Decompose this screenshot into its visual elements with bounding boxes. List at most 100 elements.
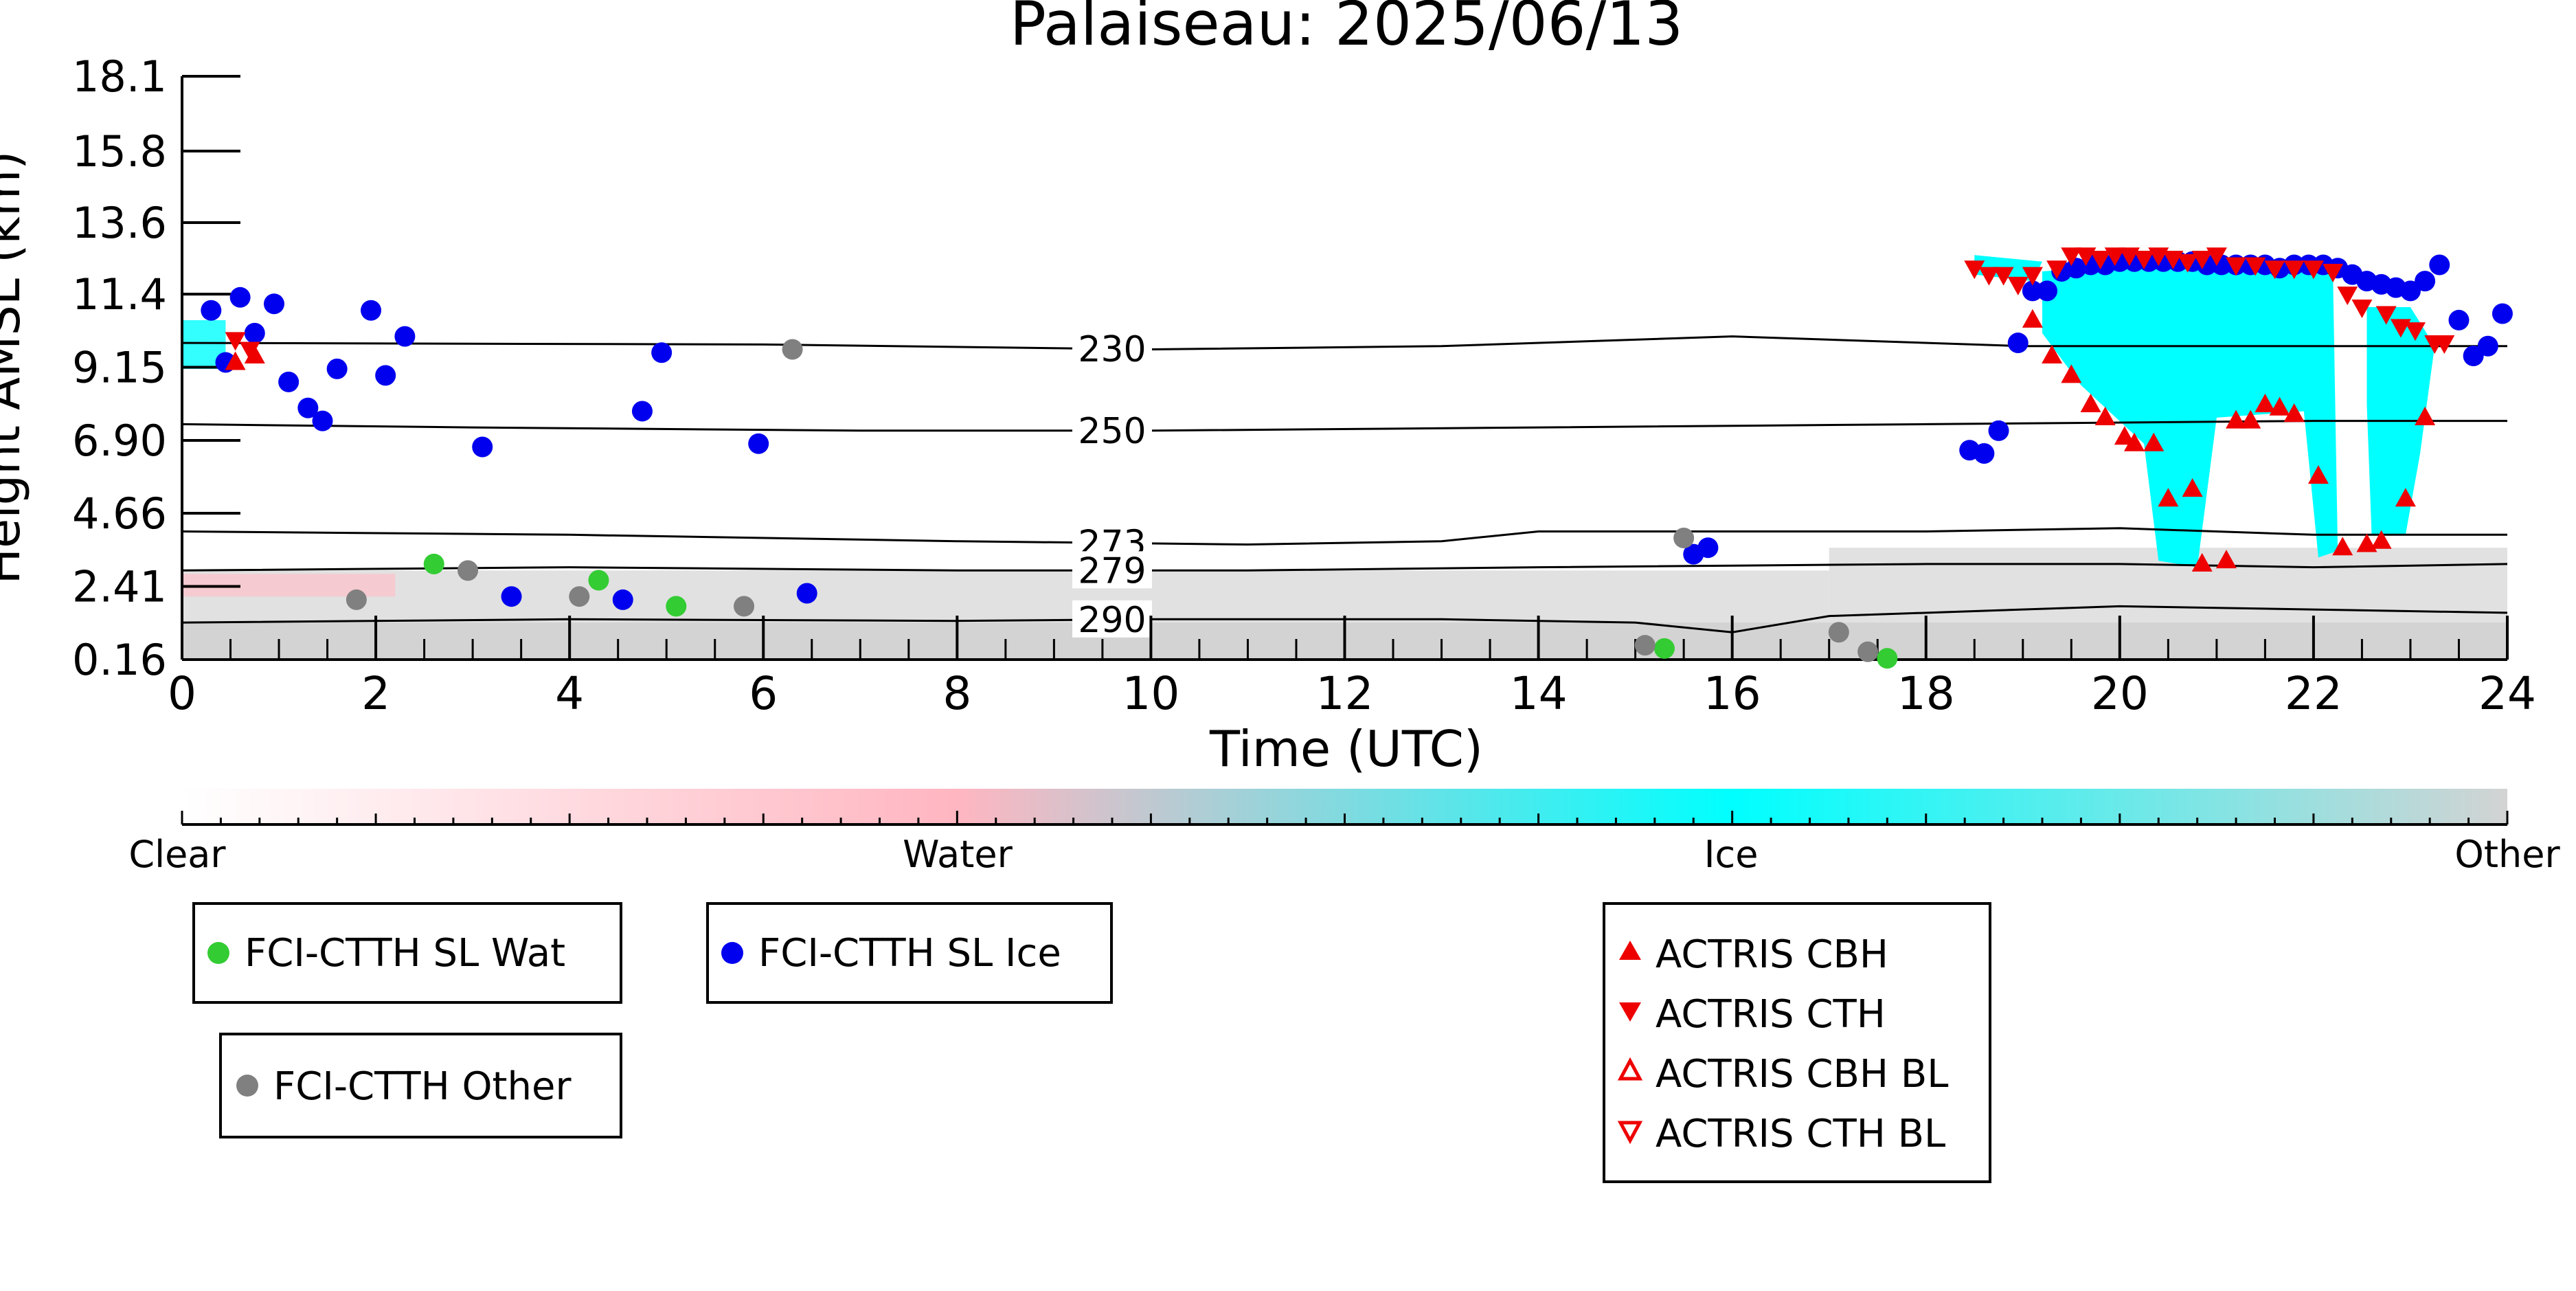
- y-axis-label: Height AMSL (km): [0, 151, 31, 585]
- marker-actris-cth: [2191, 251, 2213, 270]
- x-tick-label: 24: [2478, 667, 2536, 720]
- marker-actris-cth: [2405, 322, 2426, 341]
- marker-fci-ctth-sl-ice: [244, 322, 265, 344]
- legend-marker-other: [236, 1075, 258, 1097]
- colorbar: Clear Water Ice Other: [128, 789, 2560, 876]
- marker-actris-cbh: [2123, 432, 2145, 451]
- y-tick-label: 0.16: [72, 635, 167, 685]
- markers: [201, 247, 2513, 669]
- marker-actris-cth: [1993, 267, 2014, 286]
- legend-box-other: FCI-CTTH Other: [219, 1033, 622, 1138]
- marker-actris-cbh: [2114, 426, 2135, 445]
- marker-fci-ctth-sl-ice: [2429, 254, 2450, 276]
- marker-fci-ctth-other: [569, 586, 590, 607]
- x-tick-label: 8: [942, 667, 971, 720]
- marker-actris-cth: [2337, 287, 2358, 306]
- marker-fci-ctth-sl-ice: [2399, 280, 2421, 302]
- marker-fci-ctth-sl-ice: [375, 365, 396, 386]
- marker-actris-cth: [2245, 257, 2266, 276]
- y-tick-label: 11.4: [72, 269, 167, 319]
- marker-fci-ctth-sl-ice: [1974, 442, 1995, 464]
- x-tick-label: 10: [1122, 667, 1179, 720]
- x-tick-label: 12: [1316, 667, 1374, 720]
- contour-290: [182, 605, 2507, 633]
- legend-label-wat: FCI-CTTH SL Wat: [245, 931, 565, 976]
- y-tick-label: 4.66: [72, 489, 167, 539]
- marker-fci-ctth-sl-ice: [2492, 303, 2513, 324]
- marker-actris-cth: [2206, 247, 2227, 267]
- marker-fci-ctth-sl-ice: [312, 410, 333, 431]
- y-tick-label: 2.41: [72, 562, 167, 612]
- marker-actris-cth: [239, 341, 260, 361]
- marker-fci-ctth-sl-wat: [1877, 648, 1898, 669]
- x-tick-label: 18: [1897, 667, 1955, 720]
- marker-fci-ctth-sl-ice: [796, 583, 817, 604]
- marker-fci-ctth-other: [1828, 622, 1849, 643]
- marker-actris-cbh: [2371, 530, 2392, 549]
- x-tick-label: 0: [168, 667, 196, 720]
- other-field-mid: [182, 570, 1829, 623]
- x-tick-label: 22: [2285, 667, 2342, 720]
- marker-actris-cbh: [2332, 537, 2353, 556]
- marker-actris-cth: [2090, 251, 2111, 270]
- x-axis-label: Time (UTC): [1209, 720, 1483, 778]
- marker-actris-cbh: [2356, 533, 2377, 552]
- marker-fci-ctth-sl-ice: [394, 326, 416, 347]
- marker-actris-cth: [2264, 260, 2285, 280]
- legend-label-ice: FCI-CTTH SL Ice: [758, 931, 1061, 976]
- contour-label-279: 279: [1078, 550, 1146, 592]
- marker-fci-ctth-sl-wat: [1653, 638, 1675, 659]
- marker-fci-ctth-sl-ice: [278, 371, 300, 392]
- marker-actris-cbh: [2094, 406, 2116, 425]
- marker-fci-ctth-sl-ice: [748, 433, 769, 454]
- marker-fci-ctth-sl-ice: [2415, 271, 2436, 292]
- marker-actris-cbh: [2061, 364, 2082, 383]
- marker-actris-cbh: [2182, 478, 2203, 497]
- contour-label-250: 250: [1078, 411, 1146, 452]
- legend-marker-actris-cth: [1619, 1002, 1641, 1022]
- chart-title: Palaiseau: 2025/06/13: [1010, 0, 1683, 59]
- x-tick-label: 14: [1510, 667, 1568, 720]
- marker-fci-ctth-sl-wat: [588, 570, 609, 591]
- marker-fci-ctth-sl-ice: [263, 293, 284, 315]
- legend-marker-actris-cth-bl: [1617, 1121, 1643, 1145]
- contour-label-bg-290: [1072, 600, 1152, 638]
- marker-actris-cbh: [2240, 409, 2261, 429]
- marker-fci-ctth-sl-ice: [201, 300, 222, 321]
- marker-actris-cbh: [2042, 344, 2063, 363]
- y-tick-label: 9.15: [72, 343, 167, 393]
- marker-fci-ctth-sl-ice: [631, 401, 653, 422]
- marker-fci-ctth-sl-ice: [2448, 309, 2470, 330]
- marker-fci-ctth-sl-ice: [2037, 280, 2058, 302]
- legend-box-actris: ACTRIS CBH ACTRIS CTH ACTRIS CBH BL ACTR…: [1603, 902, 1991, 1183]
- marker-actris-cth: [225, 332, 246, 351]
- contour-279: [182, 563, 2507, 572]
- marker-actris-cth: [2434, 335, 2455, 355]
- marker-actris-cbh: [2158, 488, 2179, 507]
- y-tick-label: 6.90: [72, 416, 167, 466]
- marker-actris-cth: [2104, 247, 2125, 267]
- colorbar-label-ice: Ice: [1704, 833, 1759, 876]
- ice-cloud-main: [2042, 258, 2338, 568]
- marker-fci-ctth-sl-ice: [501, 586, 522, 607]
- contour-label-290: 290: [1078, 600, 1146, 641]
- marker-actris-cbh: [2022, 308, 2043, 328]
- colorbar-ticks: [181, 811, 2509, 824]
- marker-fci-ctth-sl-ice: [651, 342, 673, 363]
- legend-label-other: FCI-CTTH Other: [273, 1064, 572, 1109]
- contour-label-bg-279: [1072, 551, 1152, 589]
- marker-fci-ctth-sl-wat: [666, 596, 687, 617]
- contour-label-230: 230: [1078, 329, 1146, 370]
- marker-fci-ctth-sl-wat: [423, 553, 444, 574]
- marker-fci-ctth-sl-ice: [1988, 420, 2009, 441]
- legend-label-actris-cbh: ACTRIS CBH: [1656, 932, 1888, 977]
- marker-actris-cbh: [2283, 403, 2305, 423]
- x-tick-label: 16: [1704, 667, 1761, 720]
- marker-fci-ctth-sl-ice: [612, 589, 633, 610]
- marker-fci-ctth-other: [782, 339, 803, 360]
- marker-actris-cth: [2226, 257, 2247, 276]
- legend-marker-wat: [207, 942, 229, 964]
- marker-fci-ctth-sl-ice: [2007, 333, 2029, 354]
